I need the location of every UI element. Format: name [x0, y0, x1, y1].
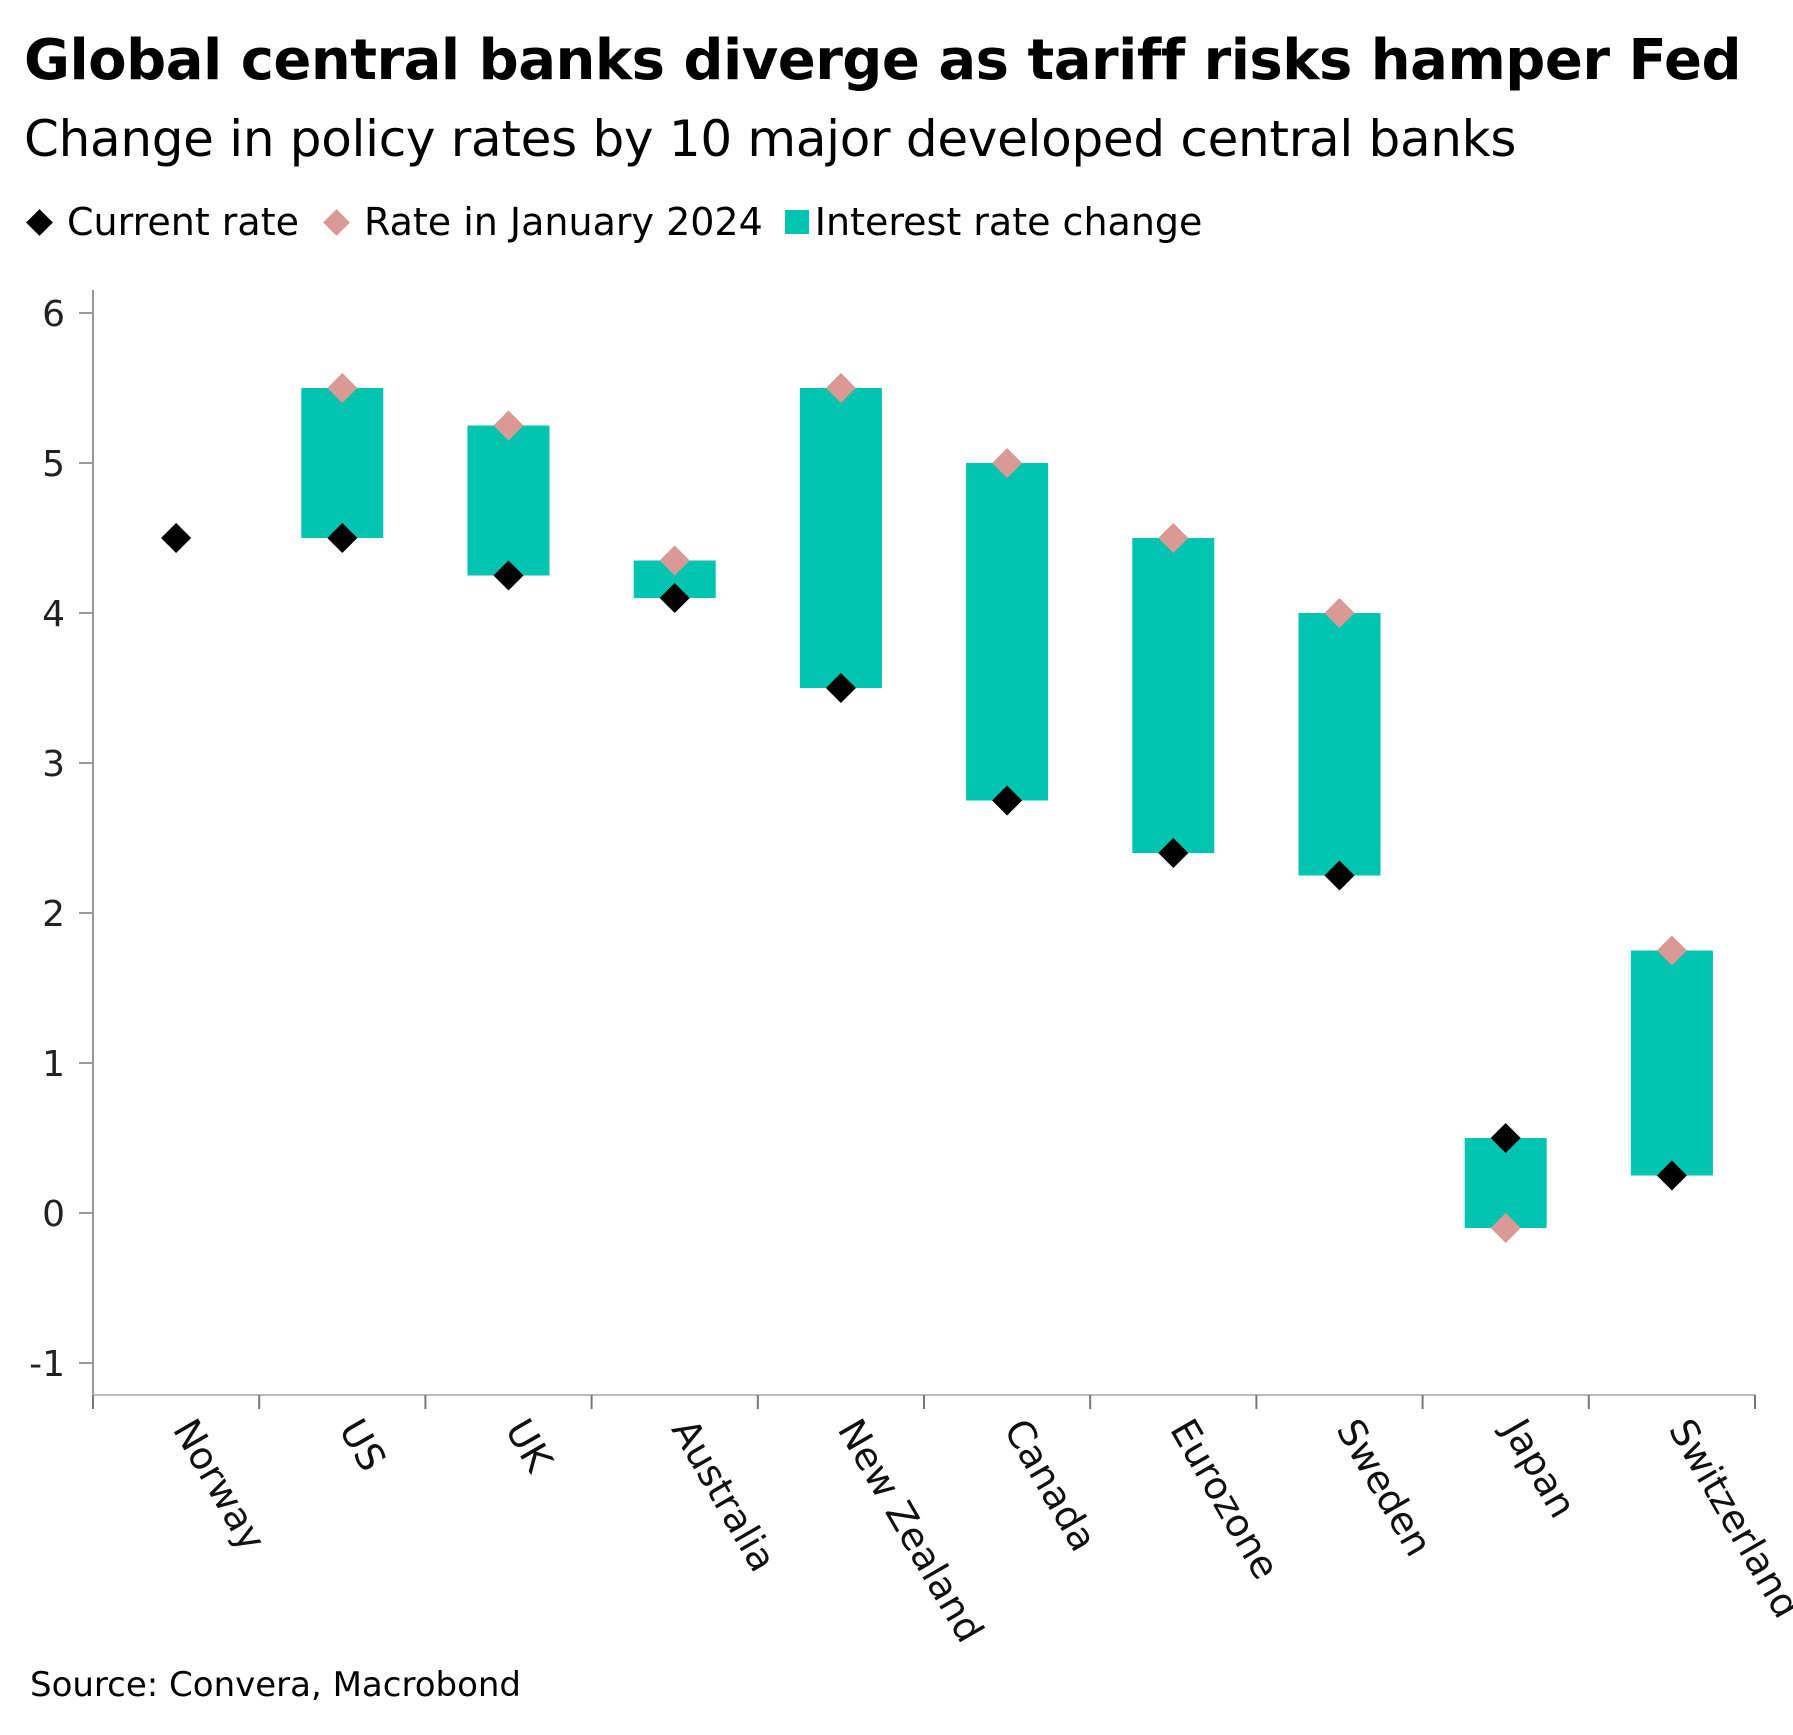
- x-category-label: Switzerland: [1660, 1412, 1793, 1626]
- legend-change-marker: [784, 210, 809, 234]
- x-category-label: Eurozone: [1162, 1412, 1289, 1587]
- legend-item-change: Interest rate change: [784, 200, 1203, 244]
- x-category-label: Japan: [1493, 1410, 1585, 1526]
- y-tick-label: 6: [42, 294, 65, 335]
- current-rate-marker: [992, 785, 1023, 816]
- y-tick-label: 0: [42, 1194, 65, 1235]
- chart-subtitle: Change in policy rates by 10 major devel…: [24, 110, 1517, 168]
- x-category-label: Sweden: [1328, 1412, 1441, 1564]
- current-rate-marker: [659, 583, 690, 613]
- jan2024-rate-marker: [493, 410, 524, 441]
- jan2024-rate-marker: [1656, 935, 1687, 966]
- change-bar: [1132, 538, 1215, 853]
- legend-current-label: Current rate: [67, 200, 299, 244]
- change-bar: [1298, 613, 1381, 876]
- jan2024-rate-marker: [659, 545, 690, 576]
- x-category-label: UK: [497, 1412, 562, 1481]
- jan2024-rate-marker: [825, 373, 856, 403]
- change-bar: [467, 425, 550, 576]
- legend-item-jan2024: Rate in January 2024: [321, 200, 763, 244]
- change-bar: [301, 388, 384, 538]
- current-rate-marker: [1158, 838, 1189, 868]
- change-bar: [966, 463, 1049, 801]
- y-tick-label: -1: [29, 1344, 65, 1385]
- change-bar: [1630, 950, 1713, 1176]
- current-rate-marker: [161, 523, 192, 553]
- jan2024-rate-marker: [992, 448, 1023, 478]
- current-rate-marker: [327, 523, 358, 553]
- y-tick-label: 5: [42, 444, 65, 485]
- legend: Current rate Rate in January 2024 Intere…: [24, 200, 1224, 244]
- jan2024-rate-marker: [1490, 1213, 1521, 1243]
- legend-jan2024-label: Rate in January 2024: [364, 200, 763, 244]
- x-category-label: Australia: [663, 1412, 785, 1580]
- x-category-label: New Zealand: [829, 1412, 992, 1650]
- y-tick-label: 1: [42, 1044, 65, 1085]
- current-rate-marker: [1656, 1160, 1687, 1191]
- legend-change-label: Interest rate change: [814, 200, 1203, 244]
- jan2024-rate-marker: [327, 373, 358, 403]
- y-tick-label: 2: [42, 894, 65, 935]
- jan2024-rate-marker: [1158, 523, 1189, 553]
- x-category-label: Canada: [995, 1412, 1105, 1559]
- x-category-label: Norway: [164, 1412, 274, 1559]
- current-rate-marker: [1490, 1123, 1521, 1153]
- source-note: Source: Convera, Macrobond: [30, 1665, 522, 1705]
- legend-item-current: Current rate: [24, 200, 299, 244]
- chart-title: Global central banks diverge as tariff r…: [24, 28, 1742, 93]
- current-rate-marker: [1324, 860, 1355, 891]
- change-bar: [799, 388, 882, 688]
- current-rate-marker: [825, 673, 856, 703]
- y-tick-label: 4: [42, 594, 65, 635]
- x-category-label: US: [331, 1412, 395, 1479]
- current-rate-marker: [493, 560, 524, 591]
- jan2024-rate-marker: [1324, 598, 1355, 628]
- y-tick-label: 3: [42, 744, 65, 785]
